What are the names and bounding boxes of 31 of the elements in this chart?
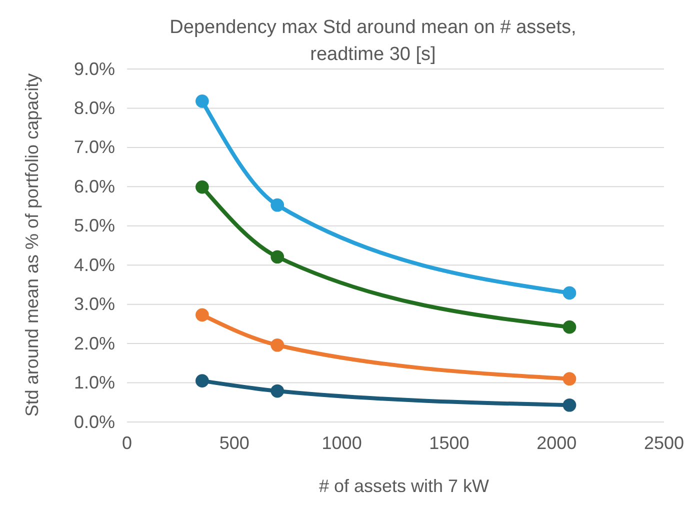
y-tick-label: 2.0%: [74, 333, 115, 354]
point: [196, 180, 209, 194]
y-tick-label: 1.0%: [74, 372, 115, 393]
y-tick-label: 8.0%: [74, 98, 115, 118]
y-tick-label: 3.0%: [74, 294, 115, 314]
y-axis-title: Std around mean as % of portfolio capacity: [22, 73, 42, 417]
x-tick-label: 2500: [644, 432, 684, 453]
point: [196, 94, 209, 108]
point: [270, 250, 284, 264]
point: [196, 308, 209, 322]
point: [270, 338, 284, 352]
y-tick-label: 5.0%: [74, 216, 115, 236]
x-tick-label: 2000: [536, 432, 577, 453]
x-tick-label: 1500: [429, 432, 470, 453]
x-tick-label: 500: [219, 432, 250, 453]
y-tick-label: 6.0%: [74, 176, 115, 196]
point: [270, 384, 284, 398]
x-axis-title: # of assets with 7 kW: [318, 476, 490, 496]
point: [562, 320, 576, 334]
chart-title: Dependency max Std around mean on # assets, readtime 30 [s]: [170, 17, 576, 65]
x-tick-label: 1000: [322, 432, 362, 453]
y-tick-label: 7.0%: [74, 137, 115, 158]
point: [270, 198, 284, 212]
point: [562, 372, 576, 386]
point: [562, 286, 576, 300]
y-tick-label: 4.0%: [74, 254, 115, 275]
x-tick-label: 0: [122, 432, 132, 453]
point: [196, 374, 209, 388]
y-tick-label: 9.0%: [74, 58, 115, 79]
point: [562, 398, 576, 412]
y-tick-label: 0.0%: [74, 412, 115, 432]
